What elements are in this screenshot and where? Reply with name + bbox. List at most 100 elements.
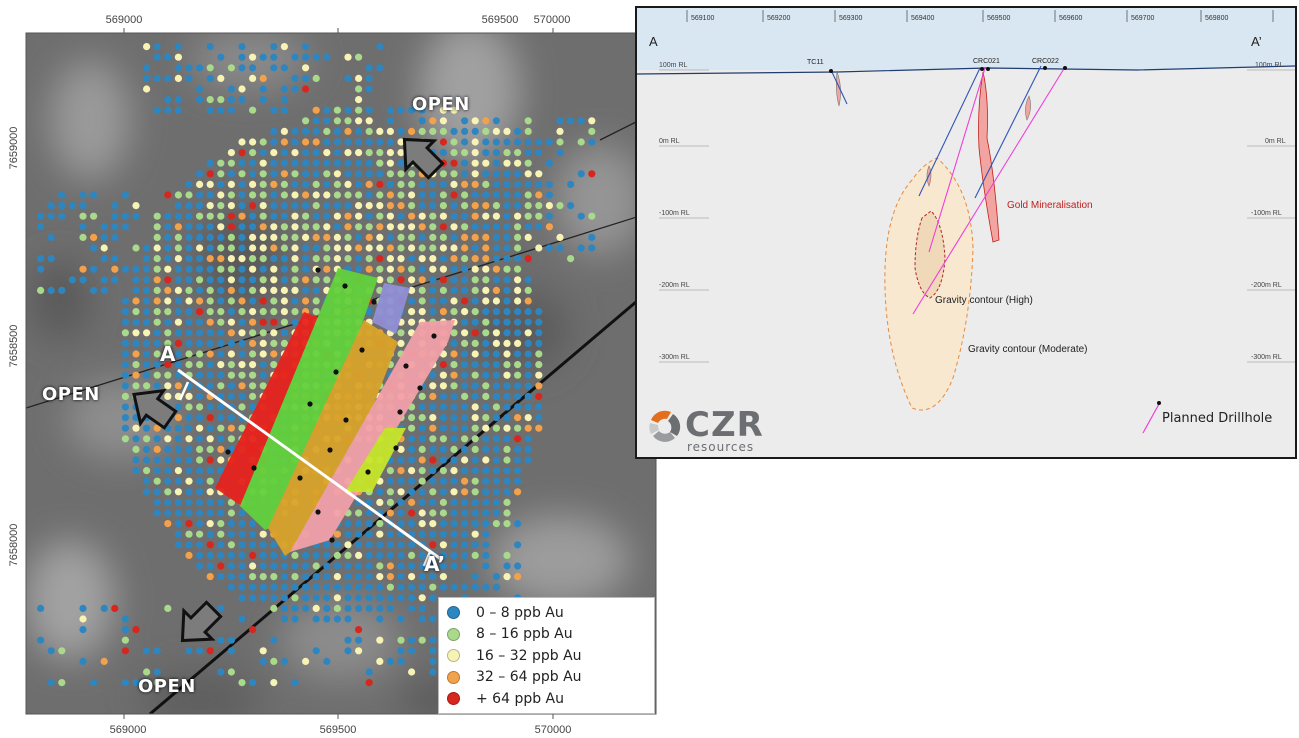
sample-dot [376,657,384,666]
sample-dot [153,255,161,263]
sample-dot [556,138,564,146]
sample-dot [302,297,310,305]
sample-dot [429,435,437,443]
sample-dot [429,488,437,496]
sample-dot [524,202,532,210]
drill-collar [315,509,321,515]
sample-dot [280,96,288,104]
sample-dot [535,329,543,337]
sample-dot [376,498,384,506]
sample-dot [344,520,352,528]
sample-dot [164,329,172,337]
sample-dot [217,467,225,475]
sample-dot [227,435,235,443]
sample-dot [153,212,161,220]
sample-dot [174,202,182,210]
sample-dot [365,573,373,581]
sample-dot [185,414,193,422]
sample-dot [270,594,278,602]
sample-dot [408,170,416,178]
sample-dot [524,392,532,400]
sample-dot [429,509,437,517]
sample-dot [174,541,182,549]
sample-dot [418,424,426,432]
sample-dot [153,223,161,231]
sample-dot [227,573,235,581]
sample-dot [291,308,299,316]
sample-dot [503,159,511,167]
sample-dot [471,382,479,390]
sample-dot [100,276,108,284]
sample-dot [450,244,458,252]
sample-dot [185,276,193,284]
sample-dot [429,308,437,316]
sample-dot [461,520,469,528]
sample-dot [503,276,511,284]
sample-dot [439,424,447,432]
sample-dot [355,149,363,157]
section-easting: 569700 [1131,15,1154,22]
sample-dot [217,244,225,252]
hole-label-tc11: TC11 [807,59,824,66]
sample-dot [333,594,341,602]
sample-dot [291,604,299,613]
sample-dot [461,551,469,560]
sample-dot [291,74,299,82]
sample-dot [503,233,511,241]
sample-dot [482,371,490,379]
sample-dot [376,244,384,252]
sample-dot [535,339,543,347]
rl-label-right: 0m RL [1265,138,1286,145]
sample-dot [461,350,469,358]
sample-dot [471,339,479,347]
sample-dot [185,509,193,517]
sample-dot [323,149,331,157]
sample-dot [174,382,182,390]
sample-dot [418,255,426,263]
sample-dot [355,244,363,252]
sample-dot [492,339,500,347]
sample-dot [259,202,267,210]
rl-label-left: 0m RL [659,138,680,145]
legend-item: + 64 ppb Au [447,688,646,710]
sample-dot [238,308,246,316]
planned-drillhole-legend-collar [1157,401,1161,405]
sample-dot [365,74,373,82]
sample-dot [418,106,426,114]
sample-dot [302,594,310,602]
sample-dot [355,626,363,634]
drill-collar [315,267,321,273]
sample-dot [238,85,246,93]
sample-dot [270,223,278,231]
sample-dot [143,339,151,347]
sample-dot [355,573,363,581]
sample-dot [344,149,352,157]
sample-dot [185,286,193,294]
drill-collar [365,469,371,475]
sample-dot [429,403,437,411]
sample-dot [418,117,426,125]
section-tick-a [178,381,190,401]
sample-dot [545,223,554,231]
sample-dot [132,371,140,379]
sample-dot [217,329,225,337]
sample-dot [185,520,193,528]
sample-dot [90,244,98,252]
sample-dot [482,138,490,146]
legend-item: 0 – 8 ppb Au [447,602,646,624]
sample-dot [323,265,331,273]
sample-dot [386,159,394,167]
sample-dot [270,191,278,199]
sample-dot [577,244,585,252]
sample-dot [47,212,55,220]
sample-dot [227,308,235,316]
sample-dot [270,138,278,146]
sample-dot [408,636,416,644]
sample-dot [164,233,172,241]
sample-dot [206,488,214,496]
open-label-ne: OPEN [412,94,470,115]
sample-dot [312,170,320,178]
sample-dot [376,127,384,135]
sample-dot [333,541,341,549]
sample-dot [471,573,479,581]
